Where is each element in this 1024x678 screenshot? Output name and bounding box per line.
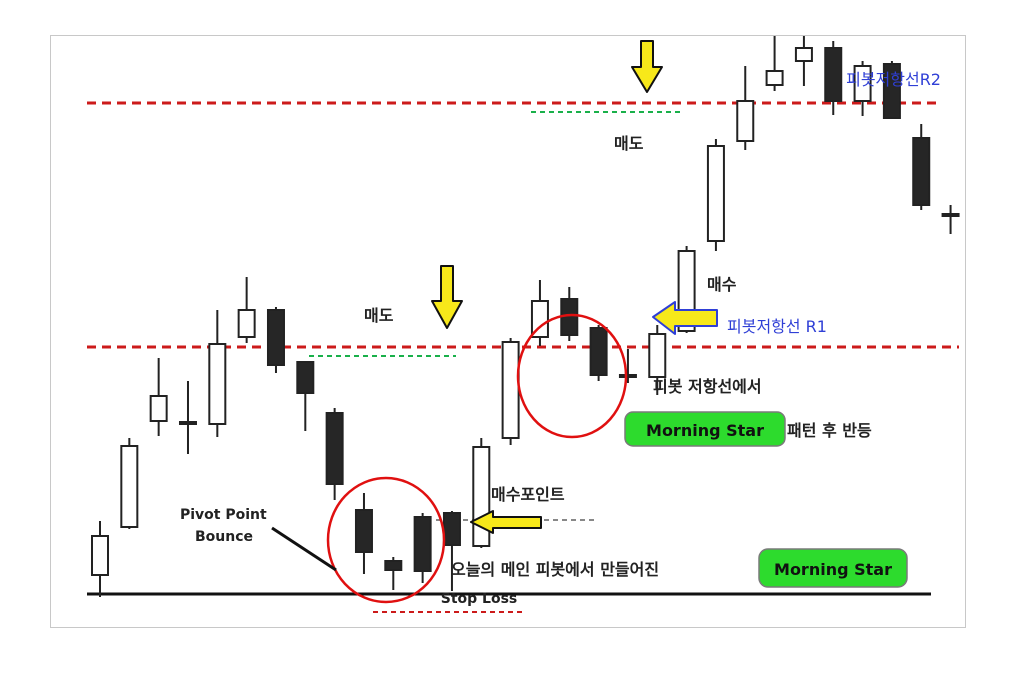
- candle: [266, 307, 285, 373]
- candle-body-bearish: [354, 509, 373, 553]
- r2-label: 피봇저항선R2: [846, 70, 941, 89]
- pivot-bounce-pointer: [271, 526, 337, 572]
- candle-body-bearish: [296, 361, 315, 394]
- candle-body-bullish: [853, 65, 872, 102]
- chart-frame: 피봇저항선R2 피봇저항선 R1 매도 매도 매수 Pivot Point Bo…: [50, 35, 966, 628]
- candle: [91, 521, 109, 597]
- candle: [237, 277, 256, 343]
- sell-label-upper: 매도: [614, 134, 644, 153]
- candle-body-bearish: [384, 560, 403, 571]
- candle-body-bullish: [178, 421, 197, 425]
- morning-star-circle-pivot: [326, 476, 446, 604]
- candle-body-bearish: [824, 47, 843, 102]
- candle: [882, 61, 901, 119]
- candle-body-bullish: [706, 145, 725, 242]
- pivot-bounce-label-line2: Bounce: [195, 529, 253, 545]
- candle-body-bullish: [794, 47, 813, 62]
- badge-suffix-label: 패턴 후 반등: [787, 421, 872, 440]
- candle: [589, 325, 608, 381]
- candle-body-bullish: [941, 213, 960, 217]
- morning-star-badge-upper-text: Morning Star: [646, 421, 764, 440]
- morning-star-badge-lower: [758, 548, 908, 588]
- morning-star-badge-upper: [624, 411, 786, 447]
- bottom-note-label: 오늘의 메인 피봇에서 만들어진: [451, 560, 659, 579]
- candle: [413, 513, 432, 583]
- candle: [853, 61, 872, 116]
- r1-note-label: 피봇 저항선에서: [653, 377, 762, 396]
- candlestick-chart: 피봇저항선R2 피봇저항선 R1 매도 매도 매수 Pivot Point Bo…: [87, 36, 960, 613]
- candle-body-bullish: [237, 309, 256, 338]
- candle: [912, 124, 931, 210]
- candle: [149, 358, 168, 436]
- candle: [354, 493, 373, 574]
- candle: [501, 338, 520, 445]
- candle-body-bearish: [882, 63, 901, 119]
- pivot-bounce-label-line1: Pivot Point: [180, 507, 267, 523]
- candle: [941, 205, 960, 234]
- buy-point-label: 매수포인트: [491, 485, 565, 504]
- candle-body-bearish: [560, 298, 579, 336]
- candle: [706, 139, 725, 251]
- candle: [618, 349, 637, 383]
- candle-body-bullish: [208, 343, 227, 425]
- candle-body-bearish: [413, 516, 432, 572]
- candle: [765, 36, 784, 91]
- candle-body-bullish: [530, 300, 549, 338]
- candle: [648, 325, 667, 395]
- candle-body-bearish: [266, 309, 285, 366]
- candle-body-bullish: [501, 341, 520, 439]
- buy-arrow-r1: [652, 301, 718, 335]
- candle: [442, 511, 461, 591]
- buy-label: 매수: [707, 275, 737, 294]
- candle-body-bullish: [120, 445, 139, 528]
- stop-loss-label: Stop Loss: [441, 591, 518, 607]
- candle-body-bearish: [442, 512, 461, 546]
- candle-body-bullish: [618, 374, 637, 378]
- candle-body-bullish: [765, 70, 784, 86]
- sell-label-lower: 매도: [364, 306, 394, 325]
- candle: [530, 280, 549, 346]
- candle: [325, 408, 344, 500]
- candle: [736, 66, 755, 150]
- sell-arrow-lower: [431, 265, 463, 329]
- candle: [384, 557, 403, 590]
- candle: [472, 438, 491, 548]
- candle-body-bearish: [912, 137, 931, 206]
- candle-body-bullish: [472, 446, 491, 547]
- candle: [120, 438, 139, 529]
- candle-body-bullish: [736, 100, 755, 142]
- r1-label: 피봇저항선 R1: [727, 317, 827, 336]
- candle: [296, 361, 315, 431]
- candle: [208, 310, 227, 437]
- buy-point-arrow: [470, 510, 542, 534]
- candle: [178, 381, 197, 454]
- candle: [794, 36, 813, 86]
- morning-star-circle-r1: [516, 313, 628, 439]
- candle-body-bullish: [648, 333, 667, 378]
- candle-body-bullish: [91, 535, 109, 576]
- candle-body-bullish: [149, 395, 168, 422]
- morning-star-badge-lower-text: Morning Star: [774, 560, 892, 579]
- candle: [824, 41, 843, 115]
- candle-body-bearish: [325, 412, 344, 485]
- candle-body-bearish: [589, 327, 608, 376]
- sell-arrow-upper: [631, 40, 663, 93]
